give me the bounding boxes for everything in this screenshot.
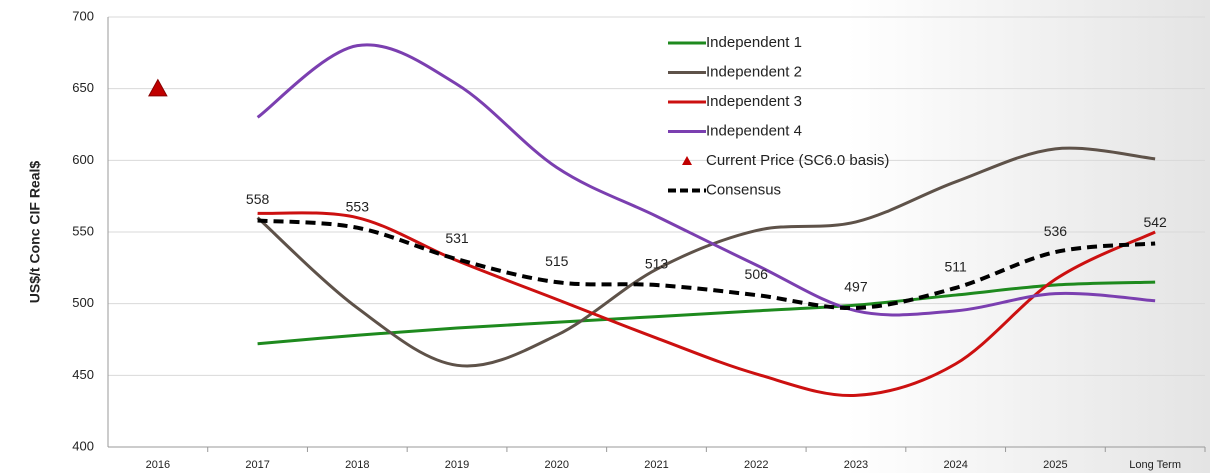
x-tick-label: 2018 bbox=[345, 459, 369, 471]
series-line bbox=[257, 218, 1156, 311]
legend-label: Independent 3 bbox=[706, 93, 802, 110]
series-line bbox=[256, 146, 1156, 368]
series-line bbox=[256, 43, 1156, 317]
x-tick-label: 2025 bbox=[1043, 459, 1067, 471]
y-tick-label: 600 bbox=[72, 152, 94, 167]
legend-label: Current Price (SC6.0 basis) bbox=[706, 152, 889, 169]
legend-label: Independent 2 bbox=[706, 63, 802, 80]
x-tick-label: 2021 bbox=[644, 459, 668, 471]
y-tick-label: 550 bbox=[72, 223, 94, 238]
data-label: 497 bbox=[844, 279, 868, 295]
legend-marker bbox=[682, 156, 692, 165]
y-tick-label: 500 bbox=[72, 295, 94, 310]
x-tick-label: 2020 bbox=[545, 459, 569, 471]
data-label: 542 bbox=[1143, 214, 1167, 230]
series-line bbox=[257, 280, 1156, 346]
data-label: 513 bbox=[645, 256, 669, 272]
x-tick-label: 2024 bbox=[943, 459, 967, 471]
x-tick-label: 2022 bbox=[744, 459, 768, 471]
data-label: 531 bbox=[445, 230, 469, 246]
marker bbox=[148, 78, 168, 97]
y-tick-label: 650 bbox=[72, 80, 94, 95]
data-label: 506 bbox=[745, 266, 769, 282]
legend-label: Independent 1 bbox=[706, 34, 802, 51]
legend-label: Independent 4 bbox=[706, 122, 802, 139]
data-label: 536 bbox=[1044, 223, 1068, 239]
y-tick-label: 700 bbox=[72, 8, 94, 23]
series-line bbox=[257, 211, 1156, 397]
x-tick-label: 2023 bbox=[844, 459, 868, 471]
data-label: 511 bbox=[945, 259, 968, 275]
x-tick-label: 2019 bbox=[445, 459, 469, 471]
data-label: 515 bbox=[545, 253, 569, 269]
data-label: 553 bbox=[346, 198, 370, 214]
x-tick-label: Long Term bbox=[1129, 459, 1181, 471]
legend-label: Consensus bbox=[706, 181, 781, 198]
x-tick-label: 2017 bbox=[245, 459, 269, 471]
x-tick-label: 2016 bbox=[146, 459, 170, 471]
y-axis-label: US$/t Conc CIF Real$ bbox=[27, 161, 43, 304]
y-tick-label: 450 bbox=[72, 367, 94, 382]
y-tick-label: 400 bbox=[72, 438, 94, 453]
data-label: 558 bbox=[246, 191, 270, 207]
